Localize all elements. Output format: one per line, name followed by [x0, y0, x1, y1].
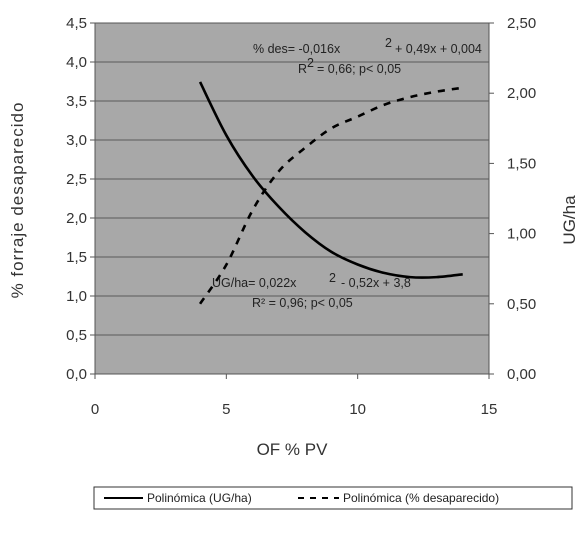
legend: Polinómica (UG/ha) Polinómica (% desapar…	[93, 486, 573, 510]
y-right-tick-label: 0,00	[507, 366, 536, 383]
y-right-axis-title: UG/ha	[560, 195, 579, 245]
y-left-tick-label: 2,5	[66, 171, 87, 188]
annotation-des-r2-rest: = 0,66; p< 0,05	[317, 62, 401, 76]
x-tick-label: 15	[481, 401, 498, 418]
annotation-ug-eq-part2: - 0,52x + 3,8	[341, 276, 411, 290]
y-left-tick-label: 0,0	[66, 366, 87, 383]
annotation-ug: UG/ha= 0,022x 2 - 0,52x + 3,8 R² = 0,96;…	[212, 271, 411, 310]
y-left-tick-label: 1,0	[66, 288, 87, 305]
y-right-tick-label: 2,50	[507, 15, 536, 32]
y-right-tick-label: 2,00	[507, 85, 536, 102]
y-left-axis-title: % forraje desaparecido	[8, 102, 27, 299]
y-right-tick-label: 0,50	[507, 296, 536, 313]
y-right-ticks: 0,00 0,50 1,00 1,50 2,00 2,50	[489, 15, 536, 383]
annotation-des-r2-exp: 2	[307, 56, 314, 70]
y-left-ticks: 0,0 0,5 1,0 1,5 2,0 2,5 3,0 3,5 4,0 4,5	[66, 15, 95, 383]
legend-label-des: Polinómica (% desaparecido)	[343, 491, 499, 505]
y-left-tick-label: 2,0	[66, 210, 87, 227]
annotation-des-eq-exp: 2	[385, 36, 392, 50]
annotation-des-r2-r: R	[298, 62, 307, 76]
series-line-desaparecido	[198, 86, 463, 305]
series-layer	[198, 81, 463, 305]
annotation-des-eq-part1: % des= -0,016x	[253, 42, 341, 56]
legend-label-ug: Polinómica (UG/ha)	[147, 491, 252, 505]
annotation-ug-eq-part1: UG/ha= 0,022x	[212, 276, 297, 290]
annotation-ug-r2: R² = 0,96; p< 0,05	[252, 296, 353, 310]
x-tick-label: 5	[222, 401, 230, 418]
y-left-tick-label: 4,5	[66, 15, 87, 32]
x-tick-label: 10	[349, 401, 366, 418]
y-right-tick-label: 1,50	[507, 155, 536, 172]
y-left-tick-label: 0,5	[66, 327, 87, 344]
y-right-tick-label: 1,00	[507, 226, 536, 243]
y-left-tick-label: 3,5	[66, 93, 87, 110]
y-left-tick-label: 1,5	[66, 249, 87, 266]
x-tick-label: 0	[91, 401, 99, 418]
legend-box	[93, 486, 573, 510]
y-left-tick-label: 3,0	[66, 132, 87, 149]
x-axis-title: OF % PV	[257, 440, 329, 459]
plot-area	[94, 22, 490, 375]
gridlines	[95, 61, 489, 336]
annotation-des-eq-part2: + 0,49x + 0,004	[395, 42, 482, 56]
x-ticks: 0 5 10 15	[91, 374, 498, 418]
annotation-ug-eq-exp: 2	[329, 271, 336, 285]
series-line-ug-ha	[198, 81, 463, 279]
annotation-des: % des= -0,016x 2 + 0,49x + 0,004 R 2 = 0…	[253, 36, 482, 76]
y-left-tick-label: 4,0	[66, 54, 87, 71]
